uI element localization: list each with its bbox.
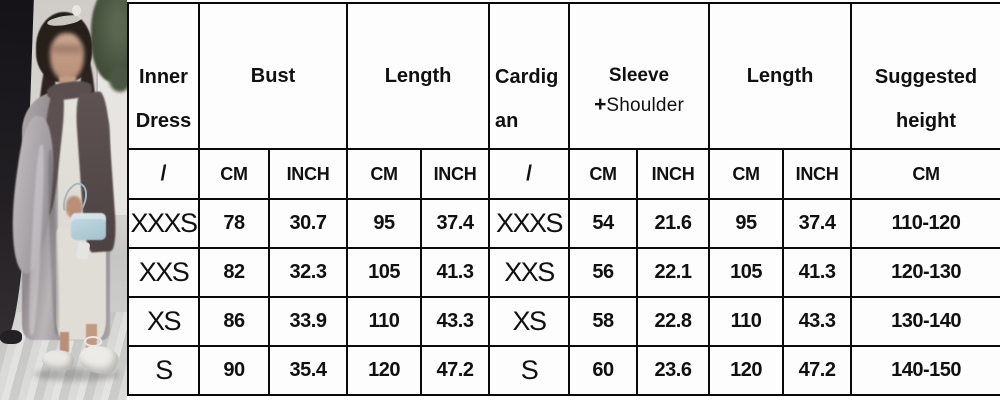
header-inner-dress-line2: Dress (135, 110, 192, 132)
header-length-cardigan: Length (708, 2, 853, 150)
header-suggested-line1: Suggested (874, 66, 978, 88)
unit-cell-length-inch: INCH (420, 148, 491, 200)
cell-dress-size: S (127, 345, 200, 396)
cell-dress-size: XXS (127, 247, 200, 298)
unit-cell-slash-cardigan: / (488, 148, 571, 200)
cell-length2-inch: 37.4 (782, 198, 853, 249)
size-row-xxs: XXS 82 32.3 105 41.3 XXS 56 22.1 105 41.… (127, 247, 1000, 298)
unit-cell-sleeve-cm: CM (568, 148, 639, 200)
header-cardigan: Cardigan (488, 2, 571, 150)
header-sleeve-line1: Sleeve (608, 64, 670, 86)
cell-sleeve-cm: 58 (568, 296, 639, 347)
header-row: Inner Dress Bust Length Cardigan Sleeve … (127, 2, 1000, 150)
product-photo (0, 0, 127, 400)
cell-length2-inch: 41.3 (782, 247, 853, 298)
cell-suggested-height: 130-140 (850, 296, 1000, 347)
model-face-blur (50, 33, 84, 81)
cell-bust-inch: 33.9 (267, 296, 349, 347)
cell-length-cm: 120 (346, 345, 423, 396)
background-figure-shoe (0, 330, 22, 344)
model-hair-bow (72, 5, 81, 16)
size-row-s: S 90 35.4 120 47.2 S 60 23.6 120 47.2 14… (127, 345, 1000, 396)
cell-bust-cm: 82 (198, 247, 270, 298)
cell-sleeve-inch: 23.6 (636, 345, 711, 396)
unit-cell-bust-inch: INCH (267, 148, 349, 200)
unit-cell-height-cm: CM (850, 148, 1000, 200)
cell-length2-cm: 105 (708, 247, 785, 298)
header-length-dress: Length (346, 2, 491, 150)
cell-bust-cm: 90 (198, 345, 270, 396)
units-row: / CM INCH CM INCH / CM INCH CM INCH CM (127, 148, 1000, 200)
cell-length2-inch: 47.2 (782, 345, 853, 396)
cell-bust-inch: 32.3 (267, 247, 349, 298)
header-suggested-line2: height (896, 110, 957, 132)
cell-cardigan-size: XXXS (488, 198, 571, 249)
cell-length-inch: 41.3 (420, 247, 491, 298)
header-inner-dress-line1: Inner (139, 66, 188, 88)
size-row-xxxs: XXXS 78 30.7 95 37.4 XXXS 54 21.6 95 37.… (127, 198, 1000, 249)
header-sleeve-line2: +Shoulder (571, 90, 707, 120)
cell-sleeve-inch: 22.8 (636, 296, 711, 347)
header-sleeve-shoulder: Sleeve +Shoulder (568, 2, 711, 150)
model-hand (66, 196, 82, 218)
cell-suggested-height: 140-150 (850, 345, 1000, 396)
cell-bust-cm: 86 (198, 296, 270, 347)
cell-length-cm: 105 (346, 247, 423, 298)
cell-suggested-height: 120-130 (850, 247, 1000, 298)
unit-cell-length2-inch: INCH (782, 148, 853, 200)
unit-cell-sleeve-inch: INCH (636, 148, 711, 200)
cell-length-inch: 37.4 (420, 198, 491, 249)
cell-sleeve-cm: 56 (568, 247, 639, 298)
cell-cardigan-size: XS (488, 296, 571, 347)
cell-length2-cm: 110 (708, 296, 785, 347)
header-cardigan-label: Cardigan (495, 66, 559, 132)
handbag (71, 213, 106, 240)
cell-cardigan-size: S (488, 345, 571, 396)
header-shoulder-word: Shoulder (606, 94, 684, 116)
unit-cell-slash-dress: / (127, 148, 200, 200)
model-leg-left (60, 332, 69, 352)
unit-cell-bust-cm: CM (198, 148, 270, 200)
cell-sleeve-cm: 60 (568, 345, 639, 396)
cell-length2-cm: 120 (708, 345, 785, 396)
cell-dress-size: XS (127, 296, 200, 347)
model-face-shadow (52, 45, 82, 53)
cell-length-inch: 43.3 (420, 296, 491, 347)
header-inner-dress: Inner Dress (127, 2, 200, 150)
cell-length2-inch: 43.3 (782, 296, 853, 347)
size-row-xs: XS 86 33.9 110 43.3 XS 58 22.8 110 43.3 … (127, 296, 1000, 347)
unit-cell-length2-cm: CM (708, 148, 785, 200)
cell-bust-cm: 78 (198, 198, 270, 249)
cell-length-cm: 95 (346, 198, 423, 249)
cell-sleeve-inch: 22.1 (636, 247, 711, 298)
header-bust: Bust (197, 2, 349, 150)
cell-sleeve-inch: 21.6 (636, 198, 711, 249)
plant-leaf (109, 66, 127, 92)
unit-cell-length-cm: CM (346, 148, 423, 200)
header-suggested-height: Suggested height (850, 2, 1000, 150)
cell-length2-cm: 95 (708, 198, 785, 249)
cell-length-cm: 110 (346, 296, 423, 347)
cell-sleeve-cm: 54 (568, 198, 639, 249)
plus-sign: + (594, 92, 607, 116)
cell-dress-size: XXXS (127, 198, 200, 249)
cell-cardigan-size: XXS (488, 247, 571, 298)
cell-bust-inch: 30.7 (267, 198, 349, 249)
cell-bust-inch: 35.4 (267, 345, 349, 396)
size-chart: Inner Dress Bust Length Cardigan Sleeve … (127, 0, 1000, 400)
cell-length-inch: 47.2 (420, 345, 491, 396)
cell-suggested-height: 110-120 (850, 198, 1000, 249)
size-chart-table: Inner Dress Bust Length Cardigan Sleeve … (127, 2, 1000, 396)
